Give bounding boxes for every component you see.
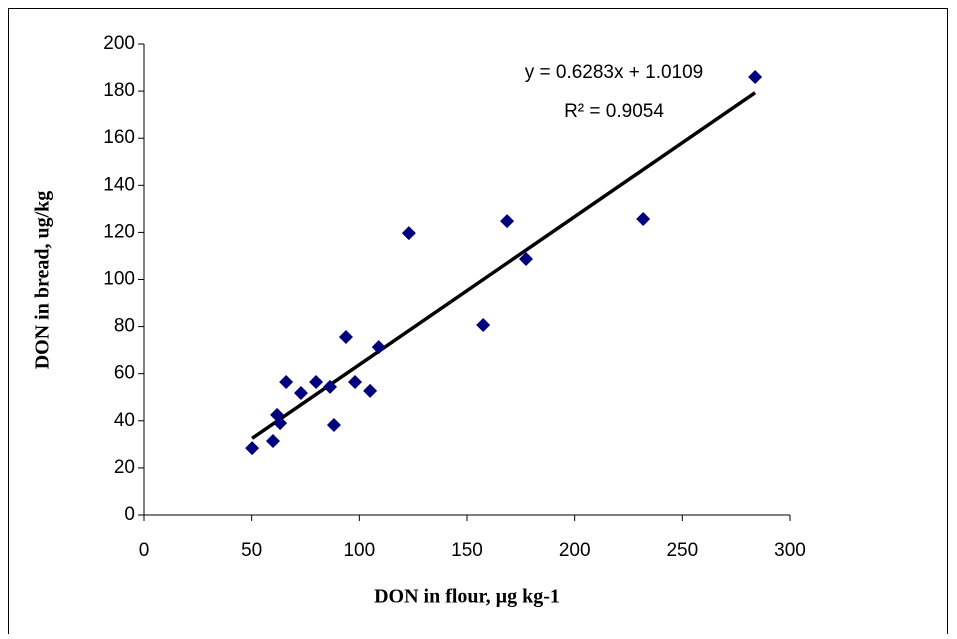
data-point (519, 252, 534, 267)
data-point (279, 374, 294, 389)
x-axis-label: DON in flour, µg kg-1 (374, 586, 560, 608)
y-axis-label: DON in bread, ug/kg (32, 191, 54, 370)
x-tick-label: 250 (666, 540, 698, 561)
y-tick-label: 40 (114, 410, 135, 431)
r-squared: R² = 0.9054 (564, 101, 664, 122)
chart-border (8, 8, 948, 639)
trendline (251, 91, 757, 440)
y-tick-label: 120 (103, 221, 135, 242)
data-point (500, 214, 515, 229)
data-point (748, 69, 763, 84)
y-tick-label: 140 (103, 174, 135, 195)
data-point (371, 340, 386, 355)
data-point (363, 383, 378, 398)
y-tick-label: 100 (103, 269, 135, 290)
x-tick-label: 100 (343, 540, 375, 561)
y-tick-label: 60 (114, 363, 135, 384)
y-tick-label: 20 (114, 457, 135, 478)
data-point (326, 418, 341, 433)
data-point (348, 374, 363, 389)
y-tick-label: 0 (124, 504, 135, 525)
trendline-equation: y = 0.6283x + 1.0109 (525, 62, 704, 83)
data-point (338, 329, 353, 344)
x-tick-label: 50 (241, 540, 262, 561)
x-tick-label: 300 (774, 540, 806, 561)
y-tick-label: 200 (103, 33, 135, 54)
y-tick-label: 180 (103, 80, 135, 101)
data-point (273, 416, 288, 431)
data-point (245, 441, 260, 456)
data-point (293, 386, 308, 401)
data-point (309, 374, 324, 389)
x-tick-label: 200 (559, 540, 591, 561)
data-point (636, 211, 651, 226)
data-point (476, 317, 491, 332)
data-point (323, 379, 338, 394)
data-point (265, 434, 280, 449)
y-tick-label: 160 (103, 127, 135, 148)
data-point (401, 226, 416, 241)
x-tick-label: 0 (139, 540, 150, 561)
x-tick-label: 150 (451, 540, 483, 561)
y-tick-label: 80 (114, 316, 135, 337)
